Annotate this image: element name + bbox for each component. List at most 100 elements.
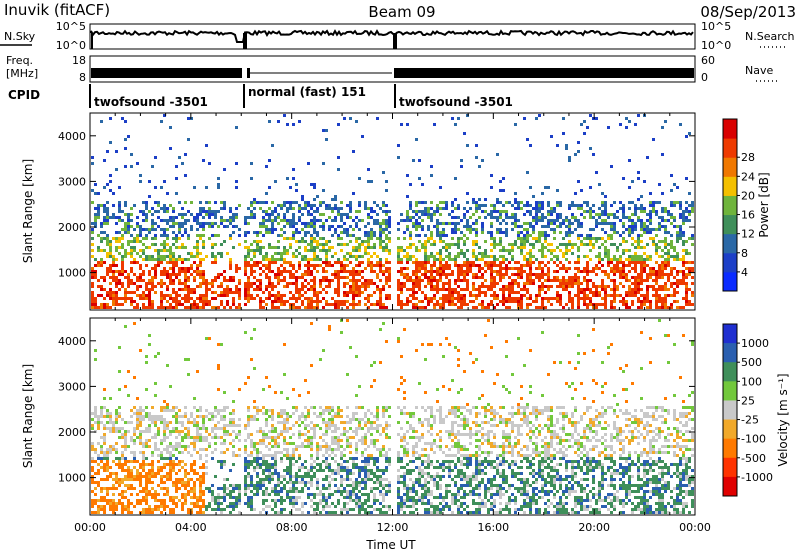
- heatmap-cell: [631, 255, 634, 258]
- heatmap-cell: [271, 144, 274, 147]
- heatmap-cell: [529, 276, 532, 279]
- heatmap-cell: [592, 204, 595, 207]
- heatmap-cell: [172, 300, 175, 303]
- heatmap-cell: [367, 279, 370, 282]
- heatmap-cell: [148, 493, 151, 496]
- heatmap-cell: [178, 246, 181, 249]
- heatmap-cell: [688, 288, 691, 291]
- heatmap-cell: [169, 511, 172, 514]
- heatmap-cell: [424, 252, 427, 255]
- heatmap-cell: [649, 267, 652, 270]
- heatmap-cell: [598, 291, 601, 294]
- heatmap-cell: [259, 246, 262, 249]
- heatmap-cell: [283, 246, 286, 249]
- heatmap-cell: [406, 258, 409, 261]
- heatmap-cell: [616, 210, 619, 213]
- heatmap-cell: [160, 234, 163, 237]
- heatmap-cell: [262, 270, 265, 273]
- heatmap-cell: [181, 216, 184, 219]
- heatmap-cell: [676, 300, 679, 303]
- heatmap-cell: [199, 222, 202, 225]
- heatmap-cell: [136, 499, 139, 502]
- heatmap-cell: [163, 475, 166, 478]
- heatmap-cell: [91, 511, 94, 514]
- heatmap-cell: [529, 144, 532, 147]
- heatmap-cell: [94, 300, 97, 303]
- heatmap-cell: [181, 222, 184, 225]
- heatmap-cell: [559, 225, 562, 228]
- heatmap-cell: [202, 240, 205, 243]
- heatmap-cell: [631, 228, 634, 231]
- heatmap-cell: [295, 288, 298, 291]
- heatmap-cell: [100, 421, 103, 424]
- heatmap-cell: [379, 231, 382, 234]
- heatmap-cell: [568, 228, 571, 231]
- heatmap-cell: [613, 225, 616, 228]
- heatmap-cell: [115, 222, 118, 225]
- heatmap-cell: [466, 237, 469, 240]
- heatmap-cell: [457, 270, 460, 273]
- heatmap-cell: [160, 418, 163, 421]
- heatmap-cell: [169, 225, 172, 228]
- heatmap-cell: [637, 240, 640, 243]
- heatmap-cell: [211, 234, 214, 237]
- heatmap-cell: [178, 279, 181, 282]
- heatmap-cell: [94, 502, 97, 505]
- heatmap-cell: [628, 279, 631, 282]
- heatmap-cell: [154, 394, 157, 397]
- heatmap-cell: [511, 288, 514, 291]
- colorbar-tick-label: 16: [741, 209, 755, 222]
- heatmap-cell: [448, 243, 451, 246]
- heatmap-cell: [184, 469, 187, 472]
- heatmap-cell: [157, 204, 160, 207]
- heatmap-cell: [406, 246, 409, 249]
- power-x-ticks: [89, 113, 696, 310]
- heatmap-cell: [160, 228, 163, 231]
- heatmap-cell: [664, 120, 667, 123]
- heatmap-cell: [415, 138, 418, 141]
- heatmap-cell: [121, 505, 124, 508]
- heatmap-cell: [682, 297, 685, 300]
- heatmap-cell: [223, 306, 226, 309]
- heatmap-cell: [409, 201, 412, 204]
- heatmap-cell: [124, 457, 127, 460]
- heatmap-cell: [667, 294, 670, 297]
- heatmap-cell: [451, 201, 454, 204]
- heatmap-cell: [94, 216, 97, 219]
- heatmap-cell: [508, 249, 511, 252]
- heatmap-cell: [277, 204, 280, 207]
- heatmap-cell: [121, 436, 124, 439]
- heatmap-cell: [541, 243, 544, 246]
- heatmap-cell: [379, 240, 382, 243]
- heatmap-cell: [199, 273, 202, 276]
- heatmap-cell: [562, 219, 565, 222]
- heatmap-cell: [199, 478, 202, 481]
- heatmap-cell: [472, 240, 475, 243]
- heatmap-cell: [121, 493, 124, 496]
- heatmap-cell: [340, 300, 343, 303]
- heatmap-cell: [130, 469, 133, 472]
- heatmap-cell: [496, 228, 499, 231]
- heatmap-cell: [457, 267, 460, 270]
- heatmap-cell: [298, 267, 301, 270]
- heatmap-cell: [244, 457, 247, 460]
- heatmap-cell: [550, 207, 553, 210]
- heatmap-cell: [148, 415, 151, 418]
- heatmap-cell: [163, 294, 166, 297]
- heatmap-cell: [133, 249, 136, 252]
- heatmap-cell: [589, 270, 592, 273]
- heatmap-cell: [187, 421, 190, 424]
- heatmap-cell: [115, 448, 118, 451]
- heatmap-cell: [190, 228, 193, 231]
- heatmap-cell: [115, 412, 118, 415]
- heatmap-cell: [535, 219, 538, 222]
- heatmap-cell: [343, 270, 346, 273]
- heatmap-cell: [199, 294, 202, 297]
- heatmap-cell: [223, 409, 226, 412]
- heatmap-cell: [661, 273, 664, 276]
- heatmap-cell: [121, 117, 124, 120]
- heatmap-cell: [97, 508, 100, 511]
- heatmap-cell: [94, 225, 97, 228]
- heatmap-cell: [397, 294, 400, 297]
- heatmap-cell: [667, 273, 670, 276]
